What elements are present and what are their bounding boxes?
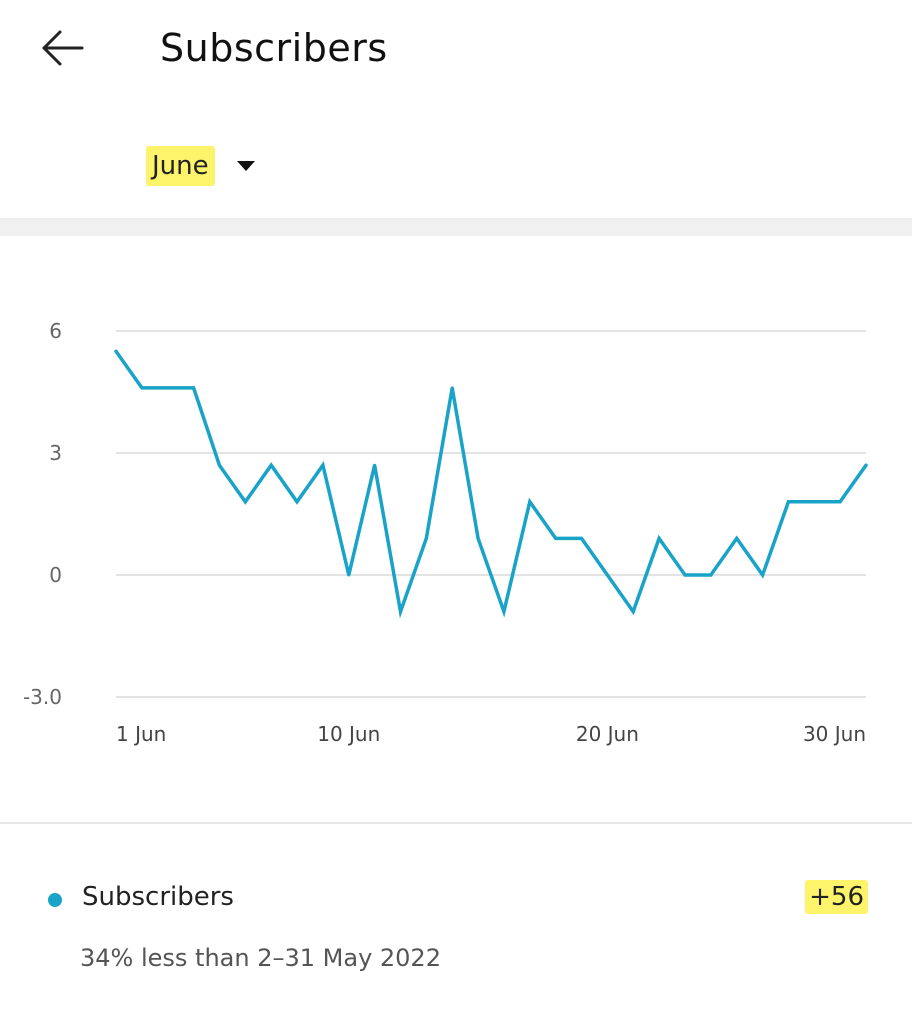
month-dropdown[interactable]: June: [146, 144, 255, 188]
legend-label: Subscribers: [82, 882, 234, 912]
data-point: [450, 386, 454, 390]
data-point: [580, 536, 584, 540]
x-tick-label: 1 Jun: [116, 722, 166, 746]
data-point: [140, 386, 144, 390]
data-point: [321, 463, 325, 467]
comparison-text: 34% less than 2–31 May 2022: [80, 944, 441, 972]
data-point: [528, 500, 532, 504]
subscribers-chart: 6 3 0 -3.0 1 Jun 10 Jun 20 Jun 30 Jun: [0, 236, 912, 822]
divider: [0, 822, 912, 824]
data-point: [424, 536, 428, 540]
data-point: [554, 536, 558, 540]
data-point: [269, 463, 273, 467]
back-button[interactable]: [36, 24, 92, 72]
data-point: [838, 500, 842, 504]
series-color-dot: [48, 893, 62, 907]
data-point: [735, 536, 739, 540]
caret-down-icon: [236, 161, 255, 171]
y-tick-label: 6: [49, 319, 62, 343]
data-point: [631, 610, 635, 614]
data-point: [114, 349, 118, 353]
data-point: [657, 536, 661, 540]
data-point: [295, 500, 299, 504]
x-tick-label: 30 Jun: [803, 722, 866, 746]
legend-row: Subscribers +56: [44, 880, 870, 920]
data-point: [166, 386, 170, 390]
month-dropdown-value: June: [146, 146, 215, 186]
y-tick-label: -3.0: [23, 685, 62, 709]
data-point: [502, 610, 506, 614]
data-point: [398, 610, 402, 614]
data-point: [373, 463, 377, 467]
data-point: [709, 573, 713, 577]
line-chart: 6 3 0 -3.0 1 Jun 10 Jun 20 Jun 30 Jun: [23, 319, 868, 746]
data-point: [347, 573, 351, 577]
data-point: [683, 573, 687, 577]
data-point: [786, 500, 790, 504]
data-point: [476, 536, 480, 540]
data-point: [812, 500, 816, 504]
data-point: [217, 463, 221, 467]
data-point: [605, 573, 609, 577]
data-point: [243, 500, 247, 504]
subscriber-total: +56: [805, 880, 868, 914]
y-tick-label: 0: [49, 563, 62, 587]
data-point: [192, 386, 196, 390]
y-tick-label: 3: [49, 441, 62, 465]
app-header: Subscribers: [0, 0, 912, 110]
data-point: [864, 463, 868, 467]
x-tick-label: 20 Jun: [576, 722, 639, 746]
x-tick-label: 10 Jun: [317, 722, 380, 746]
data-point: [761, 573, 765, 577]
section-separator: [0, 218, 912, 236]
arrow-left-icon: [42, 30, 84, 66]
page-title: Subscribers: [160, 26, 388, 70]
series-line-subscribers: [114, 349, 868, 619]
